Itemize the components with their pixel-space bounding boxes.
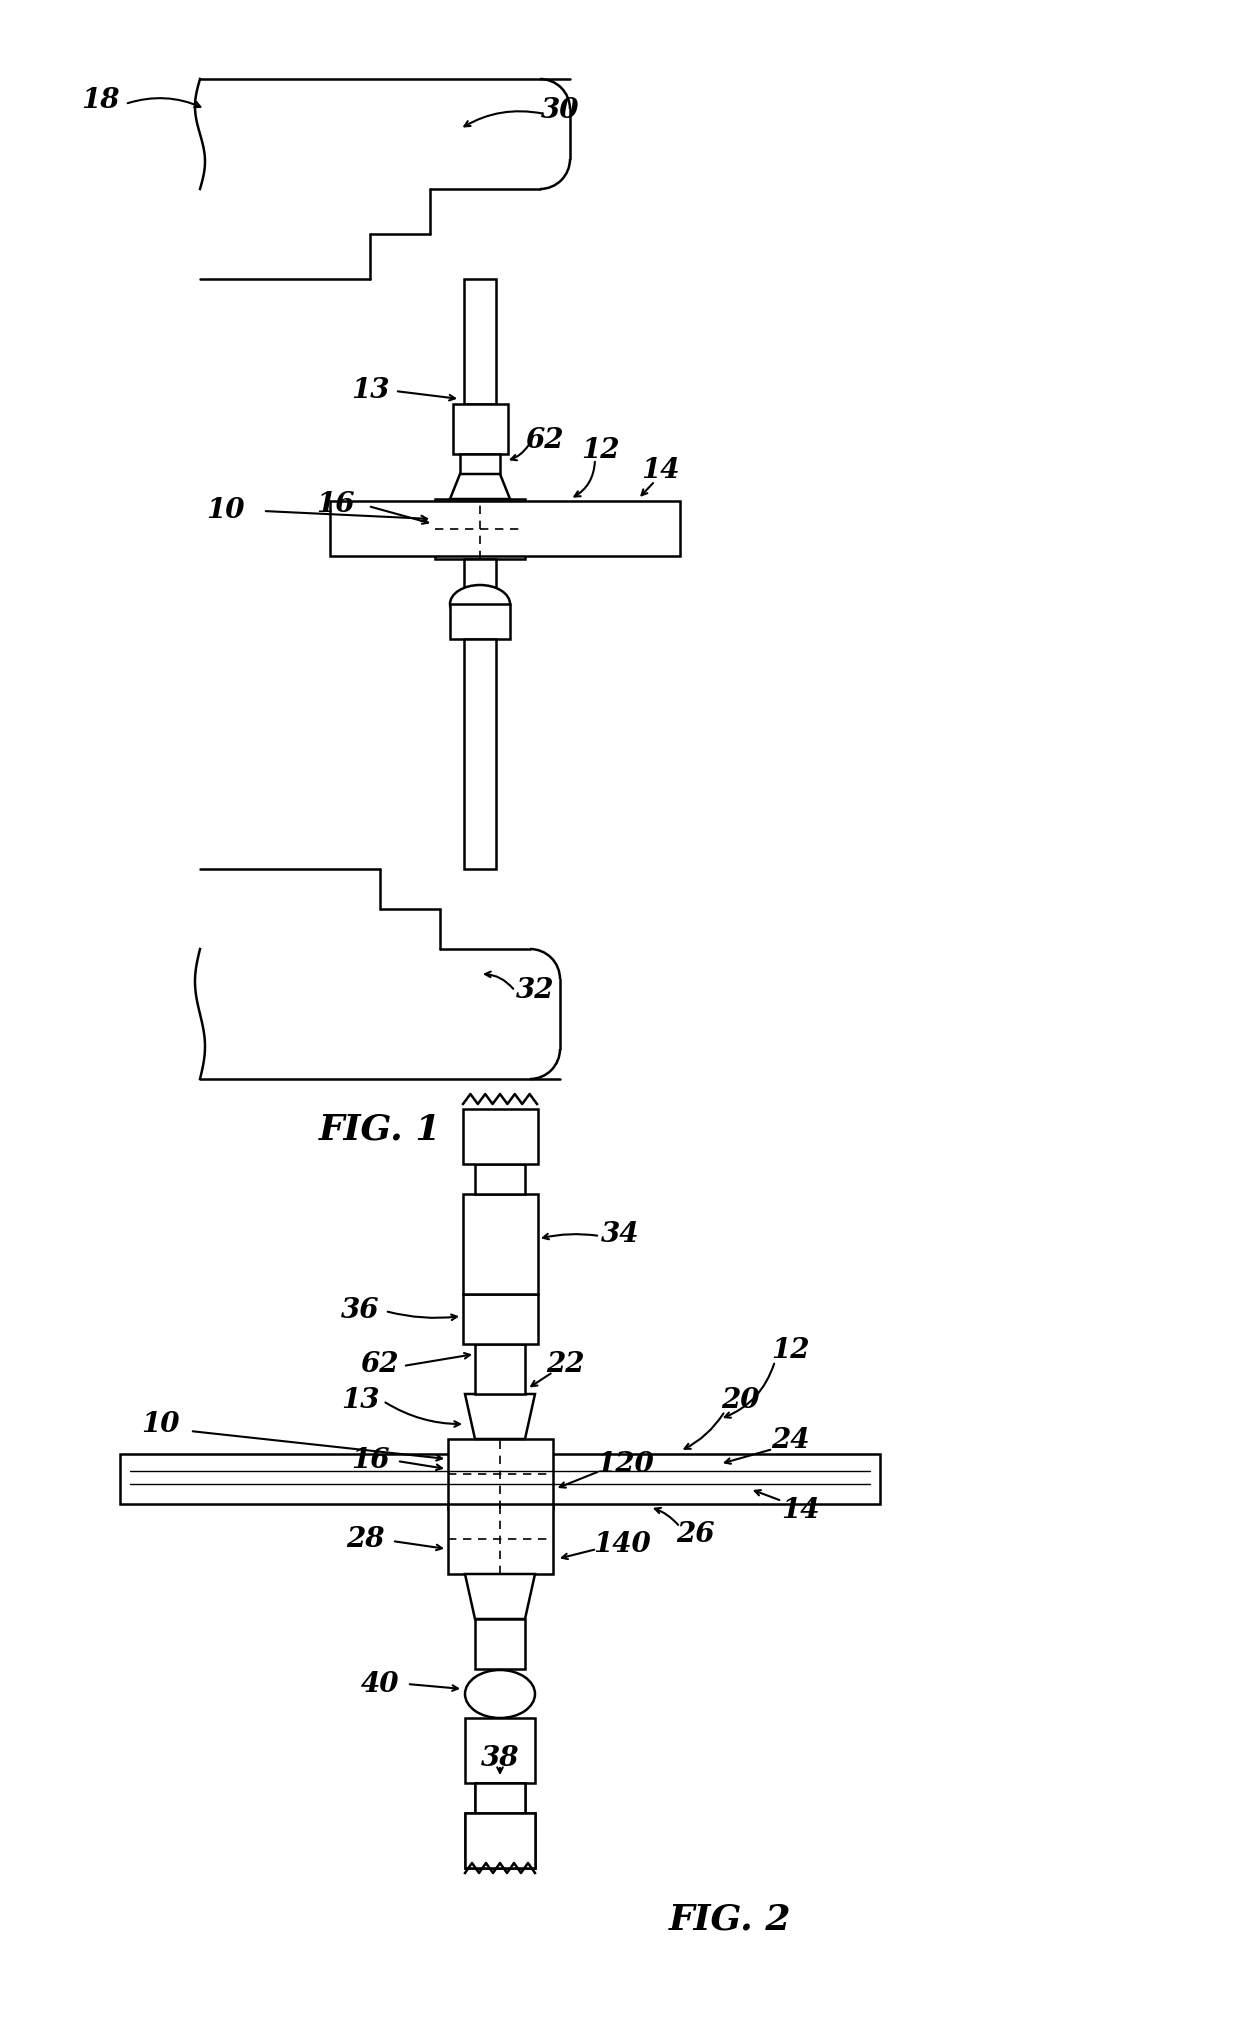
Bar bbox=[463, 1109, 538, 1164]
Text: 62: 62 bbox=[361, 1350, 399, 1378]
Bar bbox=[464, 640, 496, 869]
Bar bbox=[463, 1295, 538, 1344]
Text: 32: 32 bbox=[516, 977, 554, 1003]
Polygon shape bbox=[450, 475, 510, 500]
Text: 24: 24 bbox=[771, 1425, 810, 1452]
Text: 120: 120 bbox=[596, 1452, 653, 1478]
Text: 140: 140 bbox=[593, 1531, 651, 1558]
Bar bbox=[330, 502, 680, 557]
Bar bbox=[120, 1454, 880, 1505]
Polygon shape bbox=[465, 1395, 534, 1440]
Text: FIG. 1: FIG. 1 bbox=[319, 1113, 441, 1146]
Bar bbox=[475, 1344, 525, 1395]
Text: 38: 38 bbox=[481, 1745, 520, 1772]
Text: 22: 22 bbox=[546, 1350, 584, 1378]
Text: 10: 10 bbox=[141, 1411, 180, 1437]
Bar bbox=[453, 406, 508, 455]
Ellipse shape bbox=[450, 585, 510, 624]
Text: 34: 34 bbox=[600, 1221, 640, 1248]
Bar bbox=[464, 279, 496, 406]
Bar bbox=[460, 455, 500, 475]
Text: 26: 26 bbox=[676, 1521, 714, 1548]
Text: 16: 16 bbox=[316, 491, 355, 518]
Bar bbox=[448, 1505, 553, 1574]
Text: 13: 13 bbox=[351, 377, 389, 404]
Text: 13: 13 bbox=[341, 1387, 379, 1413]
Text: 28: 28 bbox=[346, 1525, 384, 1554]
Text: 12: 12 bbox=[580, 436, 619, 463]
Bar bbox=[448, 1440, 553, 1509]
Text: 16: 16 bbox=[351, 1446, 389, 1472]
Bar bbox=[475, 1784, 525, 1813]
Text: 18: 18 bbox=[81, 86, 119, 114]
Bar bbox=[475, 1784, 525, 1813]
Bar bbox=[475, 1619, 525, 1670]
Text: 62: 62 bbox=[526, 426, 564, 453]
Ellipse shape bbox=[465, 1670, 534, 1719]
Text: 14: 14 bbox=[781, 1497, 820, 1523]
Text: 20: 20 bbox=[720, 1387, 759, 1413]
Bar bbox=[465, 1813, 534, 1868]
Bar bbox=[463, 1195, 538, 1295]
Polygon shape bbox=[465, 1574, 534, 1619]
Bar bbox=[475, 1164, 525, 1195]
Text: 36: 36 bbox=[341, 1297, 379, 1323]
Bar bbox=[465, 1813, 534, 1868]
Bar bbox=[435, 500, 525, 561]
Bar bbox=[465, 1719, 534, 1784]
Text: 12: 12 bbox=[771, 1336, 810, 1362]
Text: FIG. 2: FIG. 2 bbox=[668, 1902, 791, 1937]
Text: 40: 40 bbox=[361, 1670, 399, 1698]
Text: 10: 10 bbox=[206, 495, 244, 524]
Text: 14: 14 bbox=[641, 457, 680, 483]
Bar bbox=[450, 606, 510, 640]
Bar bbox=[464, 561, 496, 595]
Text: 30: 30 bbox=[541, 96, 579, 124]
